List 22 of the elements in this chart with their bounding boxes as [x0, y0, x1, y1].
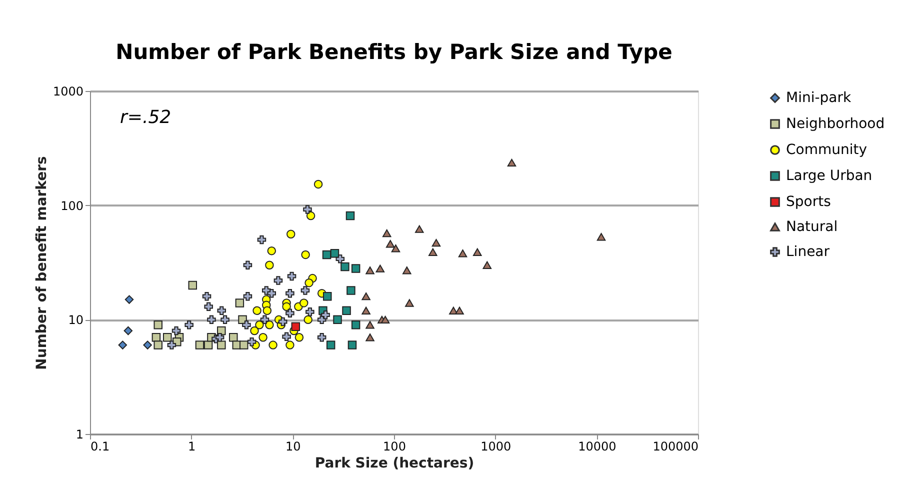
y-axis-title: Number of benefit markers — [34, 156, 50, 370]
legend-label: Community — [786, 142, 868, 158]
chart-title: Number of Park Benefits by Park Size and Type — [116, 40, 672, 64]
legend-label: Sports — [786, 194, 831, 210]
legend-label: Natural — [786, 219, 838, 235]
x-tick-label: 1000 — [480, 440, 512, 454]
x-tick-label: 10000 — [578, 440, 616, 454]
x-tick-label: 100 — [383, 440, 406, 454]
x-axis-title: Park Size (hectares) — [314, 456, 474, 472]
x-tick-label: 0.1 — [90, 440, 110, 454]
legend-label: Neighborhood — [786, 116, 885, 132]
x-tick-label: 100000 — [652, 440, 698, 454]
legend-label: Large Urban — [786, 168, 872, 184]
y-tick-label: 1 — [76, 428, 84, 442]
x-tick-label: 1 — [188, 440, 196, 454]
legend-label: Linear — [786, 244, 830, 260]
y-tick-label: 10 — [68, 313, 84, 328]
annotation: r=.52 — [120, 107, 172, 128]
legend-label: Mini-park — [786, 90, 852, 106]
x-tick-label: 10 — [286, 440, 301, 454]
y-tick-label: 100 — [60, 198, 84, 213]
y-tick-label: 1000 — [52, 84, 84, 98]
